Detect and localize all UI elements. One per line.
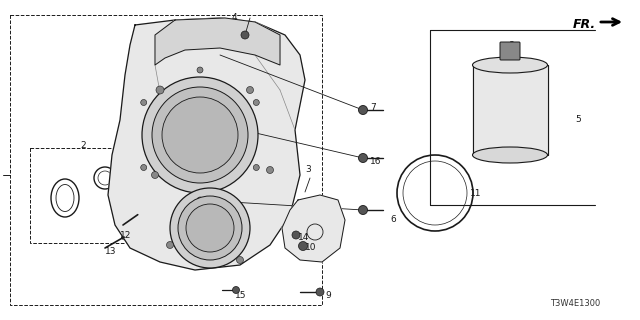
Circle shape	[156, 86, 164, 94]
Circle shape	[152, 87, 248, 183]
Circle shape	[141, 164, 147, 171]
Circle shape	[253, 100, 259, 106]
FancyBboxPatch shape	[500, 42, 520, 60]
Text: FR.: FR.	[573, 19, 596, 31]
Circle shape	[232, 286, 239, 293]
Circle shape	[166, 242, 173, 249]
Text: 11: 11	[470, 188, 481, 197]
Text: 15: 15	[235, 291, 246, 300]
Circle shape	[178, 196, 242, 260]
Text: 3: 3	[305, 165, 311, 174]
Text: 9: 9	[325, 292, 331, 300]
Circle shape	[170, 188, 250, 268]
Circle shape	[358, 106, 367, 115]
Circle shape	[197, 197, 203, 203]
Text: 6: 6	[390, 215, 396, 225]
Circle shape	[237, 257, 243, 263]
Circle shape	[122, 233, 129, 240]
Circle shape	[186, 204, 234, 252]
Bar	[10, 15, 322, 305]
Text: 12: 12	[120, 230, 131, 239]
Circle shape	[358, 205, 367, 214]
Text: 2: 2	[80, 140, 86, 149]
Text: 13: 13	[105, 247, 116, 257]
Circle shape	[266, 166, 273, 173]
Circle shape	[246, 86, 253, 93]
Polygon shape	[155, 18, 280, 65]
Circle shape	[316, 288, 324, 296]
Text: 10: 10	[305, 244, 317, 252]
Text: 7: 7	[370, 103, 376, 113]
Ellipse shape	[472, 57, 547, 73]
Text: 4: 4	[232, 13, 237, 22]
Circle shape	[135, 211, 142, 218]
Text: 1: 1	[0, 171, 1, 180]
Circle shape	[197, 67, 203, 73]
Circle shape	[141, 100, 147, 106]
Circle shape	[152, 172, 159, 179]
Circle shape	[292, 231, 300, 239]
Ellipse shape	[472, 147, 547, 163]
Circle shape	[142, 77, 258, 193]
Circle shape	[298, 242, 307, 251]
Text: T3W4E1300: T3W4E1300	[550, 299, 600, 308]
Text: 14: 14	[298, 234, 309, 243]
Bar	[472, 65, 547, 155]
Polygon shape	[282, 195, 345, 262]
Text: 5: 5	[575, 116, 580, 124]
Text: 16: 16	[370, 157, 381, 166]
Text: 8: 8	[508, 41, 514, 50]
Circle shape	[253, 164, 259, 171]
Circle shape	[358, 154, 367, 163]
Polygon shape	[108, 18, 305, 270]
Bar	[30, 148, 148, 243]
Circle shape	[162, 97, 238, 173]
Circle shape	[241, 31, 249, 39]
